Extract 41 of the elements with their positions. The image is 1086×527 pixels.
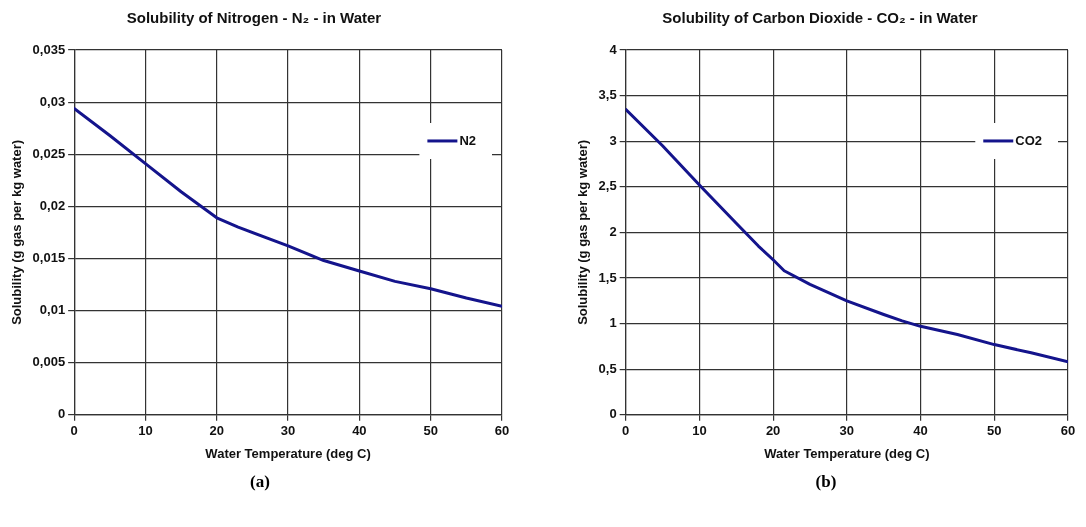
- y-tick-label: 2,5: [598, 178, 617, 194]
- x-tick-label: 30: [280, 423, 296, 439]
- x-tick-label: 60: [1060, 423, 1076, 439]
- x-tick-label: 50: [423, 423, 438, 439]
- y-axis-title: Solubility (g gas per kg water): [575, 139, 591, 325]
- x-axis-title: Water Temperature (deg C): [764, 445, 930, 461]
- x-tick-label: 50: [987, 423, 1002, 439]
- chart-title: Solubility of Nitrogen - N₂ - in Water: [126, 9, 382, 27]
- y-tick-label: 0,5: [598, 360, 617, 376]
- y-tick-label: 1: [609, 315, 617, 331]
- y-tick-label: 0,025: [32, 145, 66, 161]
- x-tick-label: 60: [494, 423, 510, 439]
- chart-title: Solubility of Carbon Dioxide - CO₂ - in Water: [662, 9, 978, 27]
- y-tick-label: 0,03: [39, 93, 66, 109]
- y-tick-label: 3: [609, 132, 617, 148]
- text: (a): [250, 472, 270, 492]
- y-tick-label: 0,02: [39, 197, 66, 213]
- x-tick-label: 40: [352, 423, 367, 439]
- x-tick-label: 0: [70, 423, 78, 439]
- y-tick-label: 0,035: [32, 41, 66, 57]
- x-tick-label: 30: [839, 423, 855, 439]
- text: (b): [815, 472, 837, 492]
- y-tick-label: 1,5: [598, 269, 617, 285]
- y-tick-label: 0,015: [32, 250, 66, 266]
- legend-label: CO2: [1015, 132, 1042, 148]
- x-tick-label: 10: [138, 423, 153, 439]
- y-axis-title: Solubility (g gas per kg water): [9, 139, 25, 325]
- x-tick-label: 10: [692, 423, 707, 439]
- y-tick-label: 0,01: [39, 302, 66, 318]
- y-tick-label: 4: [609, 41, 618, 57]
- y-tick-label: 0: [609, 406, 617, 422]
- x-tick-label: 40: [913, 423, 928, 439]
- y-tick-label: 3,5: [598, 87, 617, 103]
- x-tick-label: 20: [209, 423, 224, 439]
- x-tick-label: 0: [622, 423, 630, 439]
- x-tick-label: 20: [765, 423, 781, 439]
- y-tick-label: 0: [57, 406, 66, 422]
- legend-label: N2: [459, 132, 477, 148]
- x-axis-title: Water Temperature (deg C): [205, 445, 371, 461]
- y-tick-label: 2: [609, 223, 617, 239]
- y-tick-label: 0,005: [32, 354, 66, 370]
